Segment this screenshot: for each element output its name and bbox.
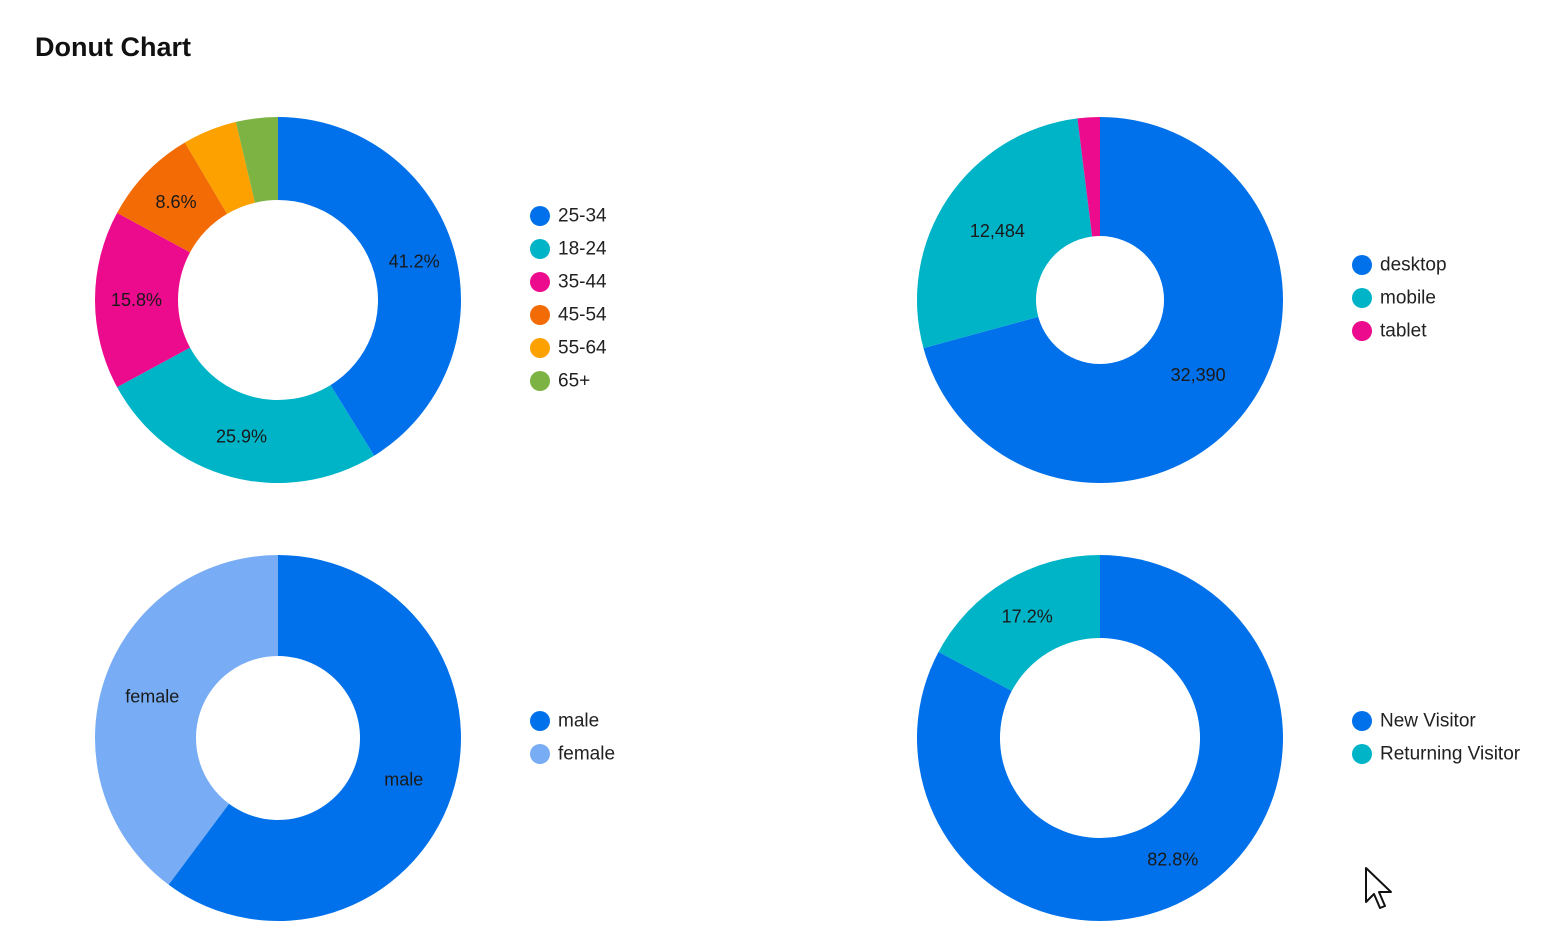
legend-label-35-44: 35-44 (558, 272, 607, 293)
legend-swatch-25-34 (530, 206, 550, 226)
slice-male[interactable] (168, 555, 461, 921)
legend-swatch-tablet (1352, 321, 1372, 341)
legend-item-18-24[interactable]: 18-24 (530, 239, 607, 260)
slice-18-24[interactable] (117, 347, 375, 483)
legend-label-45-54: 45-54 (558, 305, 607, 326)
legend-label-female: female (558, 744, 615, 765)
legend-label-tablet: tablet (1380, 321, 1427, 342)
legend-item-desktop[interactable]: desktop (1352, 255, 1447, 276)
legend-4: New Visitor Returning Visitor (1352, 711, 1521, 765)
legend-label-male: male (558, 711, 599, 732)
slice-45-54[interactable] (117, 142, 228, 253)
legend-swatch-new-visitor (1352, 711, 1372, 731)
donut-chart-4: 82.8% 17.2% New Visitor Returning Visitor (917, 555, 1521, 922)
legend-item-new-visitor[interactable]: New Visitor (1352, 711, 1476, 732)
slice-label-desktop: 32,390 (1171, 365, 1226, 385)
legend-label-65: 65+ (558, 371, 590, 392)
legend-item-female[interactable]: female (530, 744, 615, 765)
legend-item-55-64[interactable]: 55-64 (530, 338, 607, 359)
slice-returning-visitor[interactable] (938, 555, 1100, 691)
donut-chart-1: 41.2% 25.9% 15.8% 8.6% 25-34 18-24 35-44 45-54 5… (94, 117, 607, 483)
legend-item-35-44[interactable]: 35-44 (530, 272, 607, 293)
legend-swatch-mobile (1352, 288, 1372, 308)
legend-swatch-female (530, 744, 550, 764)
slice-label-45-54: 8.6% (156, 192, 197, 212)
slice-label-35-44: 15.8% (111, 290, 162, 310)
slice-65[interactable] (235, 117, 278, 203)
legend-swatch-35-44 (530, 272, 550, 292)
slice-tablet[interactable] (1077, 117, 1100, 237)
legend-item-25-34[interactable]: 25-34 (530, 206, 607, 227)
legend-item-male[interactable]: male (530, 711, 599, 732)
legend-swatch-18-24 (530, 239, 550, 259)
legend-3: male female (530, 711, 615, 765)
slice-55-64[interactable] (184, 121, 255, 214)
legend-2: desktop mobile tablet (1352, 255, 1447, 342)
slice-label-new-visitor: 82.8% (1147, 849, 1198, 869)
legend-item-65[interactable]: 65+ (530, 371, 590, 392)
legend-item-45-54[interactable]: 45-54 (530, 305, 607, 326)
donut-chart-3: male female male female (94, 555, 615, 921)
legend-1: 25-34 18-24 35-44 45-54 55-64 65+ (530, 206, 607, 392)
legend-swatch-male (530, 711, 550, 731)
legend-label-desktop: desktop (1380, 255, 1447, 276)
slice-new-visitor[interactable] (917, 555, 1283, 922)
slice-desktop[interactable] (923, 117, 1284, 483)
legend-label-25-34: 25-34 (558, 206, 607, 227)
slice-label-male: male (384, 770, 423, 790)
slice-label-female: female (125, 686, 179, 706)
slice-label-18-24: 25.9% (216, 427, 267, 447)
legend-swatch-desktop (1352, 255, 1372, 275)
legend-label-55-64: 55-64 (558, 338, 607, 359)
legend-label-new-visitor: New Visitor (1380, 711, 1476, 732)
slice-label-mobile: 12,484 (970, 221, 1025, 241)
mouse-cursor-icon (1365, 867, 1392, 909)
page-title: Donut Chart (35, 32, 191, 62)
legend-swatch-55-64 (530, 338, 550, 358)
slice-label-25-34: 41.2% (389, 251, 440, 271)
slice-25-34[interactable] (278, 117, 462, 456)
donut-chart-2: 32,390 12,484 desktop mobile tablet (917, 117, 1447, 483)
legend-label-18-24: 18-24 (558, 239, 607, 260)
slice-35-44[interactable] (94, 212, 191, 388)
legend-item-tablet[interactable]: tablet (1352, 321, 1427, 342)
legend-item-mobile[interactable]: mobile (1352, 288, 1436, 309)
legend-label-mobile: mobile (1380, 288, 1436, 309)
legend-swatch-65 (530, 371, 550, 391)
slice-female[interactable] (94, 555, 278, 885)
legend-swatch-45-54 (530, 305, 550, 325)
legend-label-returning-visitor: Returning Visitor (1380, 744, 1521, 765)
slice-mobile[interactable] (917, 118, 1093, 349)
legend-swatch-returning-visitor (1352, 744, 1372, 764)
slice-label-returning-visitor: 17.2% (1002, 607, 1053, 627)
legend-item-returning-visitor[interactable]: Returning Visitor (1352, 744, 1521, 765)
